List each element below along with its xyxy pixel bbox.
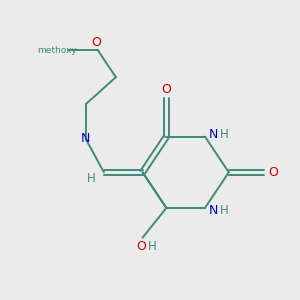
Text: O: O	[136, 240, 146, 253]
Text: H: H	[220, 128, 229, 141]
Text: H: H	[87, 172, 96, 185]
Text: N: N	[209, 204, 219, 217]
Text: N: N	[209, 128, 219, 141]
Text: methoxy: methoxy	[37, 46, 77, 55]
Text: O: O	[92, 36, 101, 49]
Text: N: N	[81, 132, 90, 145]
Text: H: H	[220, 204, 229, 217]
Text: O: O	[268, 166, 278, 179]
Text: H: H	[148, 240, 157, 253]
Text: O: O	[161, 83, 171, 96]
